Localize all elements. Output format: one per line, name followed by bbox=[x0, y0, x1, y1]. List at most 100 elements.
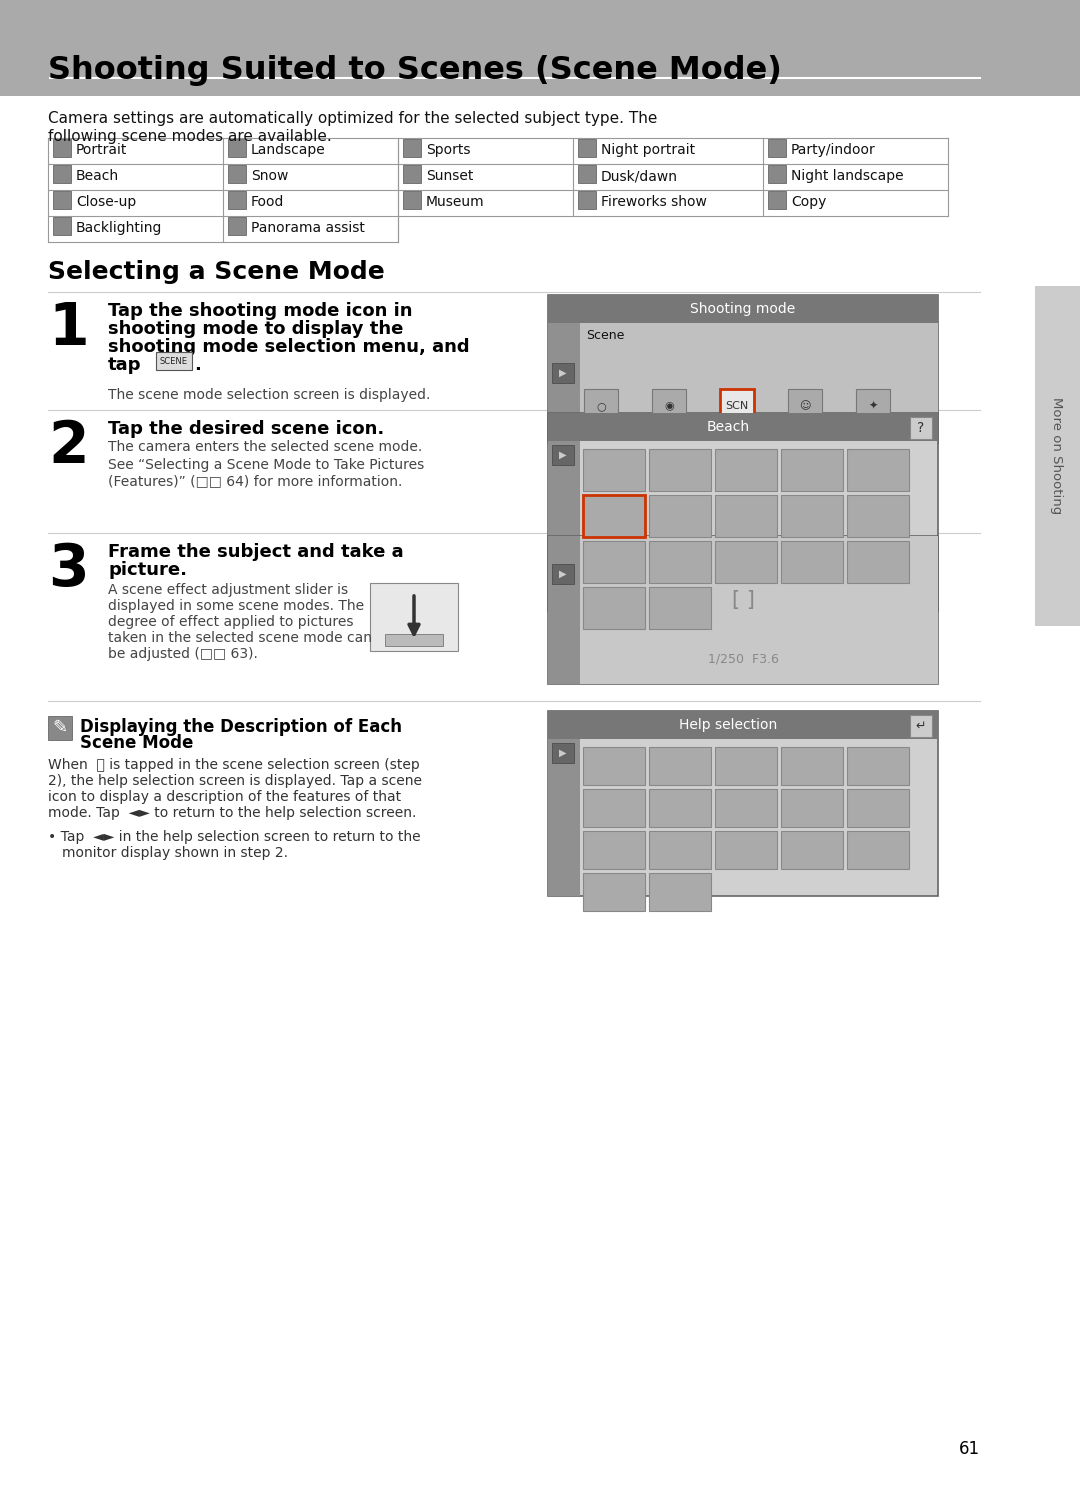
Text: picture.: picture. bbox=[108, 562, 187, 580]
Text: Tap the desired scene icon.: Tap the desired scene icon. bbox=[108, 421, 384, 438]
Text: shooting mode to display the: shooting mode to display the bbox=[108, 319, 403, 337]
Text: When  ❓ is tapped in the scene selection screen (step: When ❓ is tapped in the scene selection … bbox=[48, 758, 420, 773]
Bar bbox=[578, 165, 596, 183]
Text: Night landscape: Night landscape bbox=[791, 169, 904, 183]
Bar bbox=[583, 449, 645, 490]
Bar bbox=[781, 495, 843, 536]
Bar bbox=[548, 296, 939, 443]
Bar bbox=[548, 322, 580, 443]
Bar bbox=[583, 789, 645, 828]
Bar bbox=[781, 747, 843, 785]
Text: ↵: ↵ bbox=[916, 719, 927, 733]
Bar bbox=[583, 831, 645, 869]
Bar bbox=[403, 165, 421, 183]
Bar bbox=[53, 217, 71, 235]
Text: SCN: SCN bbox=[726, 401, 748, 412]
Text: Party/indoor: Party/indoor bbox=[791, 143, 876, 158]
Bar bbox=[578, 140, 596, 158]
Bar bbox=[584, 389, 618, 424]
Text: mode. Tap  ◄► to return to the help selection screen.: mode. Tap ◄► to return to the help selec… bbox=[48, 805, 417, 820]
Bar bbox=[552, 363, 573, 383]
Text: Food: Food bbox=[251, 195, 284, 210]
Text: icon to display a description of the features of that: icon to display a description of the fea… bbox=[48, 791, 401, 804]
Bar bbox=[649, 831, 711, 869]
Text: Shooting Suited to Scenes (Scene Mode): Shooting Suited to Scenes (Scene Mode) bbox=[48, 55, 782, 86]
Text: monitor display shown in step 2.: monitor display shown in step 2. bbox=[62, 846, 288, 860]
Bar bbox=[403, 192, 421, 210]
Bar bbox=[781, 831, 843, 869]
Text: The scene mode selection screen is displayed.: The scene mode selection screen is displ… bbox=[108, 388, 430, 403]
Bar bbox=[715, 449, 777, 490]
Text: Snow: Snow bbox=[251, 169, 288, 183]
Bar bbox=[715, 831, 777, 869]
Bar bbox=[0, 0, 1080, 97]
Text: Night portrait: Night portrait bbox=[600, 143, 696, 158]
Bar bbox=[649, 747, 711, 785]
Bar bbox=[548, 413, 939, 611]
Text: ?: ? bbox=[917, 421, 924, 435]
Bar bbox=[580, 536, 939, 684]
Bar bbox=[53, 140, 71, 158]
Text: 1/250  F3.6: 1/250 F3.6 bbox=[707, 652, 779, 666]
Text: Tap the shooting mode icon in: Tap the shooting mode icon in bbox=[108, 302, 413, 319]
Bar bbox=[156, 352, 192, 370]
Bar bbox=[649, 587, 711, 629]
Bar bbox=[781, 449, 843, 490]
Bar bbox=[552, 565, 573, 584]
Text: Panorama assist: Panorama assist bbox=[251, 221, 365, 235]
Text: taken in the selected scene mode can: taken in the selected scene mode can bbox=[108, 632, 372, 645]
Bar bbox=[649, 789, 711, 828]
Bar bbox=[580, 322, 939, 443]
Bar bbox=[548, 536, 580, 684]
Bar bbox=[548, 710, 939, 896]
Text: Help selection: Help selection bbox=[679, 718, 778, 733]
Bar bbox=[649, 495, 711, 536]
Text: 2: 2 bbox=[48, 418, 89, 476]
Text: Sports: Sports bbox=[426, 143, 471, 158]
Bar bbox=[715, 495, 777, 536]
Text: Sunset: Sunset bbox=[426, 169, 473, 183]
Bar bbox=[768, 165, 786, 183]
Text: 3: 3 bbox=[48, 541, 89, 597]
Text: Selecting a Scene Mode: Selecting a Scene Mode bbox=[48, 260, 384, 284]
Text: Scene Mode: Scene Mode bbox=[80, 734, 193, 752]
Text: ▶: ▶ bbox=[559, 569, 567, 580]
Bar bbox=[228, 217, 246, 235]
Bar bbox=[228, 192, 246, 210]
Bar bbox=[720, 389, 754, 424]
Bar bbox=[228, 165, 246, 183]
Bar bbox=[552, 743, 573, 762]
Bar bbox=[583, 872, 645, 911]
Bar bbox=[53, 192, 71, 210]
Bar bbox=[370, 583, 458, 651]
Bar bbox=[583, 587, 645, 629]
Bar bbox=[384, 635, 443, 646]
Bar bbox=[856, 389, 890, 424]
Bar bbox=[548, 739, 580, 896]
Bar bbox=[847, 541, 909, 583]
Text: ▶: ▶ bbox=[559, 369, 567, 377]
Bar bbox=[649, 872, 711, 911]
Text: ✎: ✎ bbox=[53, 719, 68, 737]
Bar bbox=[649, 449, 711, 490]
Text: ☺: ☺ bbox=[799, 401, 811, 412]
Bar bbox=[649, 541, 711, 583]
Text: Beach: Beach bbox=[706, 421, 750, 434]
Bar bbox=[548, 441, 580, 611]
Bar bbox=[548, 536, 939, 684]
Text: Frame the subject and take a: Frame the subject and take a bbox=[108, 542, 404, 562]
Text: Beach: Beach bbox=[76, 169, 119, 183]
Bar bbox=[548, 710, 939, 739]
Text: following scene modes are available.: following scene modes are available. bbox=[48, 129, 332, 144]
Text: tap: tap bbox=[108, 357, 141, 374]
Bar bbox=[583, 747, 645, 785]
Bar bbox=[847, 831, 909, 869]
Text: 61: 61 bbox=[959, 1440, 980, 1458]
Text: ▶: ▶ bbox=[559, 747, 567, 758]
Text: SCENE: SCENE bbox=[160, 357, 188, 366]
Bar bbox=[847, 495, 909, 536]
Text: Portrait: Portrait bbox=[76, 143, 127, 158]
Text: be adjusted (□□ 63).: be adjusted (□□ 63). bbox=[108, 646, 258, 661]
Text: ◉: ◉ bbox=[664, 401, 674, 412]
Bar bbox=[910, 418, 932, 438]
